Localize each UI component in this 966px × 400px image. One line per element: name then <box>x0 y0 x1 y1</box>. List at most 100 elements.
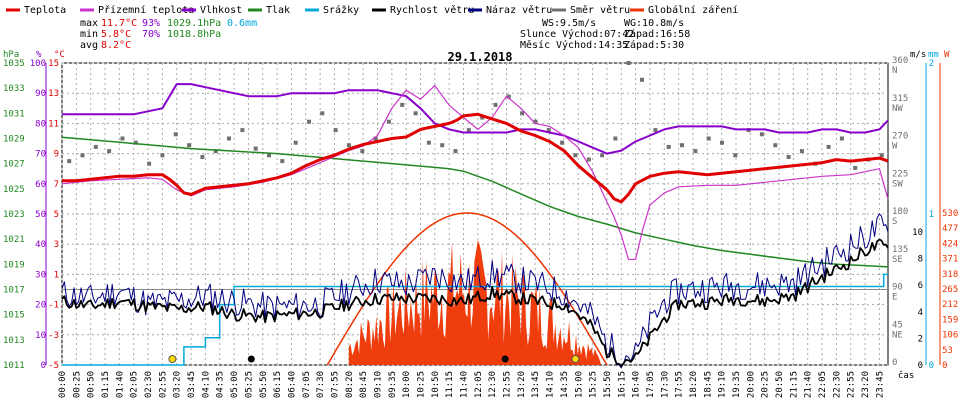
hum-tick-label: 30 <box>35 270 46 280</box>
sunrise-marker <box>168 355 177 363</box>
x-tick-label: 06:15 <box>273 371 283 398</box>
series-teplota <box>62 112 889 204</box>
x-tick-label: 12:55 <box>503 371 513 398</box>
x-tick-label: 04:35 <box>216 371 226 398</box>
hum-tick-label: 60 <box>35 180 46 190</box>
legend-label-tlak: Tlak <box>266 5 290 16</box>
dir-point <box>107 149 112 154</box>
legend-label-zareni: Globální záření <box>648 4 738 16</box>
dir-point <box>560 140 565 145</box>
x-tick-label: 05:50 <box>259 371 269 398</box>
dir-tick-label: 270 <box>892 132 908 142</box>
temp-tick-label: 11 <box>48 119 59 129</box>
x-tick-label: 00:25 <box>72 371 82 398</box>
stats-block: max 11.7°C 93% 1029.1hPa 0.6mm min 5.8°C… <box>80 18 257 51</box>
wind-unit: m/s <box>910 50 926 60</box>
dir-point <box>586 157 591 162</box>
dir-point <box>426 140 431 145</box>
x-tick-label: 09:35 <box>388 371 398 398</box>
x-tick-label: 20:50 <box>775 371 785 398</box>
hum-tick-label: 0 <box>41 361 46 371</box>
dir-point <box>320 111 325 116</box>
dir-point <box>573 153 578 158</box>
x-tick-label: 20:25 <box>761 371 771 398</box>
hum-tick-label: 50 <box>35 210 46 220</box>
dir-point <box>133 140 138 145</box>
dir-tick-compass: NE <box>892 330 903 340</box>
rad-tick-label: 530 <box>942 209 958 219</box>
dir-point <box>373 136 378 141</box>
rain-tick-label: 2 <box>929 59 934 69</box>
dir-point <box>386 119 391 124</box>
legend-label-vlhkost: Vlhkost <box>200 5 242 16</box>
x-tick-label: 12:30 <box>488 371 498 398</box>
wind-tick-label: 0 <box>918 361 923 371</box>
rad-tick-label: 265 <box>942 285 958 295</box>
dir-point <box>520 111 525 116</box>
plot-area <box>61 61 889 369</box>
x-tick-label: 23:20 <box>861 371 871 398</box>
temp-unit: °C <box>54 50 65 60</box>
temp-tick-label: 3 <box>54 240 59 250</box>
dir-point <box>720 140 724 145</box>
x-tick-label: 03:20 <box>173 371 183 398</box>
slunce-label: Slunce <box>520 29 556 40</box>
x-tick-label: 18:20 <box>689 371 699 398</box>
stats-max-label: max <box>80 18 98 29</box>
x-tick-label: 13:20 <box>517 371 527 398</box>
dir-point <box>613 136 618 141</box>
dir-point <box>759 132 764 137</box>
wg-value: WG:10.8m/s <box>624 18 684 29</box>
x-tick-label: 10:50 <box>431 371 441 398</box>
temp-tick-label: 15 <box>48 59 59 69</box>
dir-point <box>80 153 85 158</box>
dir-point <box>280 159 285 164</box>
dir-tick-label: 90 <box>892 283 903 293</box>
wind-tick-label: 4 <box>918 308 923 318</box>
stats-max-rain: 0.6mm <box>227 18 257 29</box>
x-tick-label: 17:55 <box>675 371 685 398</box>
stats-max-temp: 11.7°C <box>101 18 137 29</box>
x-tick-label: 15:50 <box>603 371 613 398</box>
x-tick-label: 09:10 <box>373 371 383 398</box>
temp-tick-label: 9 <box>54 150 59 160</box>
x-tick-label: 10:25 <box>417 371 427 398</box>
hum-tick-label: 40 <box>35 240 46 250</box>
x-tick-label: 11:15 <box>445 371 455 398</box>
dir-point <box>480 115 485 120</box>
x-tick-label: 02:30 <box>144 371 154 398</box>
dir-point <box>93 144 98 149</box>
mesic-zapad: Západ:5:30 <box>624 39 684 51</box>
series-vlhkost <box>62 83 889 155</box>
rain-tick-label: 0 <box>929 361 934 371</box>
dir-point <box>67 159 72 164</box>
sun-moon-info: WS:9.5m/s WG:10.8m/s Slunce Východ:07:42… <box>520 18 690 51</box>
hum-tick-label: 10 <box>35 331 46 341</box>
stats-avg-label: avg <box>80 40 98 51</box>
x-tick-label: 07:30 <box>316 371 326 398</box>
x-tick-label: 15:00 <box>574 371 584 398</box>
dir-point <box>240 128 245 133</box>
x-tick-label: 16:40 <box>632 371 642 398</box>
x-tick-label: 22:30 <box>832 371 842 398</box>
x-tick-label: 19:35 <box>732 371 742 398</box>
dir-point <box>333 128 338 133</box>
stats-min-hum: 70% <box>142 29 160 40</box>
mesic-vychod: Východ:14:35 <box>556 39 628 51</box>
stats-max-hum: 93% <box>142 18 160 29</box>
press-tick-label: 1027 <box>3 160 25 170</box>
temp-tick-label: 5 <box>54 210 59 220</box>
rad-tick-label: 477 <box>942 224 958 234</box>
stats-min-temp: 5.8°C <box>101 29 131 40</box>
x-tick-label: 23:45 <box>875 371 885 398</box>
moonset-marker <box>247 355 255 363</box>
dir-tick-compass: SE <box>892 255 903 265</box>
legend: Teplota Přízemní teplota Vlhkost Tlak Srážky… <box>6 4 738 16</box>
dir-tick-compass: W <box>892 142 898 152</box>
dir-point <box>360 149 365 154</box>
dir-point <box>227 136 231 141</box>
x-tick-label: 14:35 <box>560 371 570 398</box>
temp-tick-label: -5 <box>48 361 59 371</box>
dir-point <box>879 153 884 158</box>
